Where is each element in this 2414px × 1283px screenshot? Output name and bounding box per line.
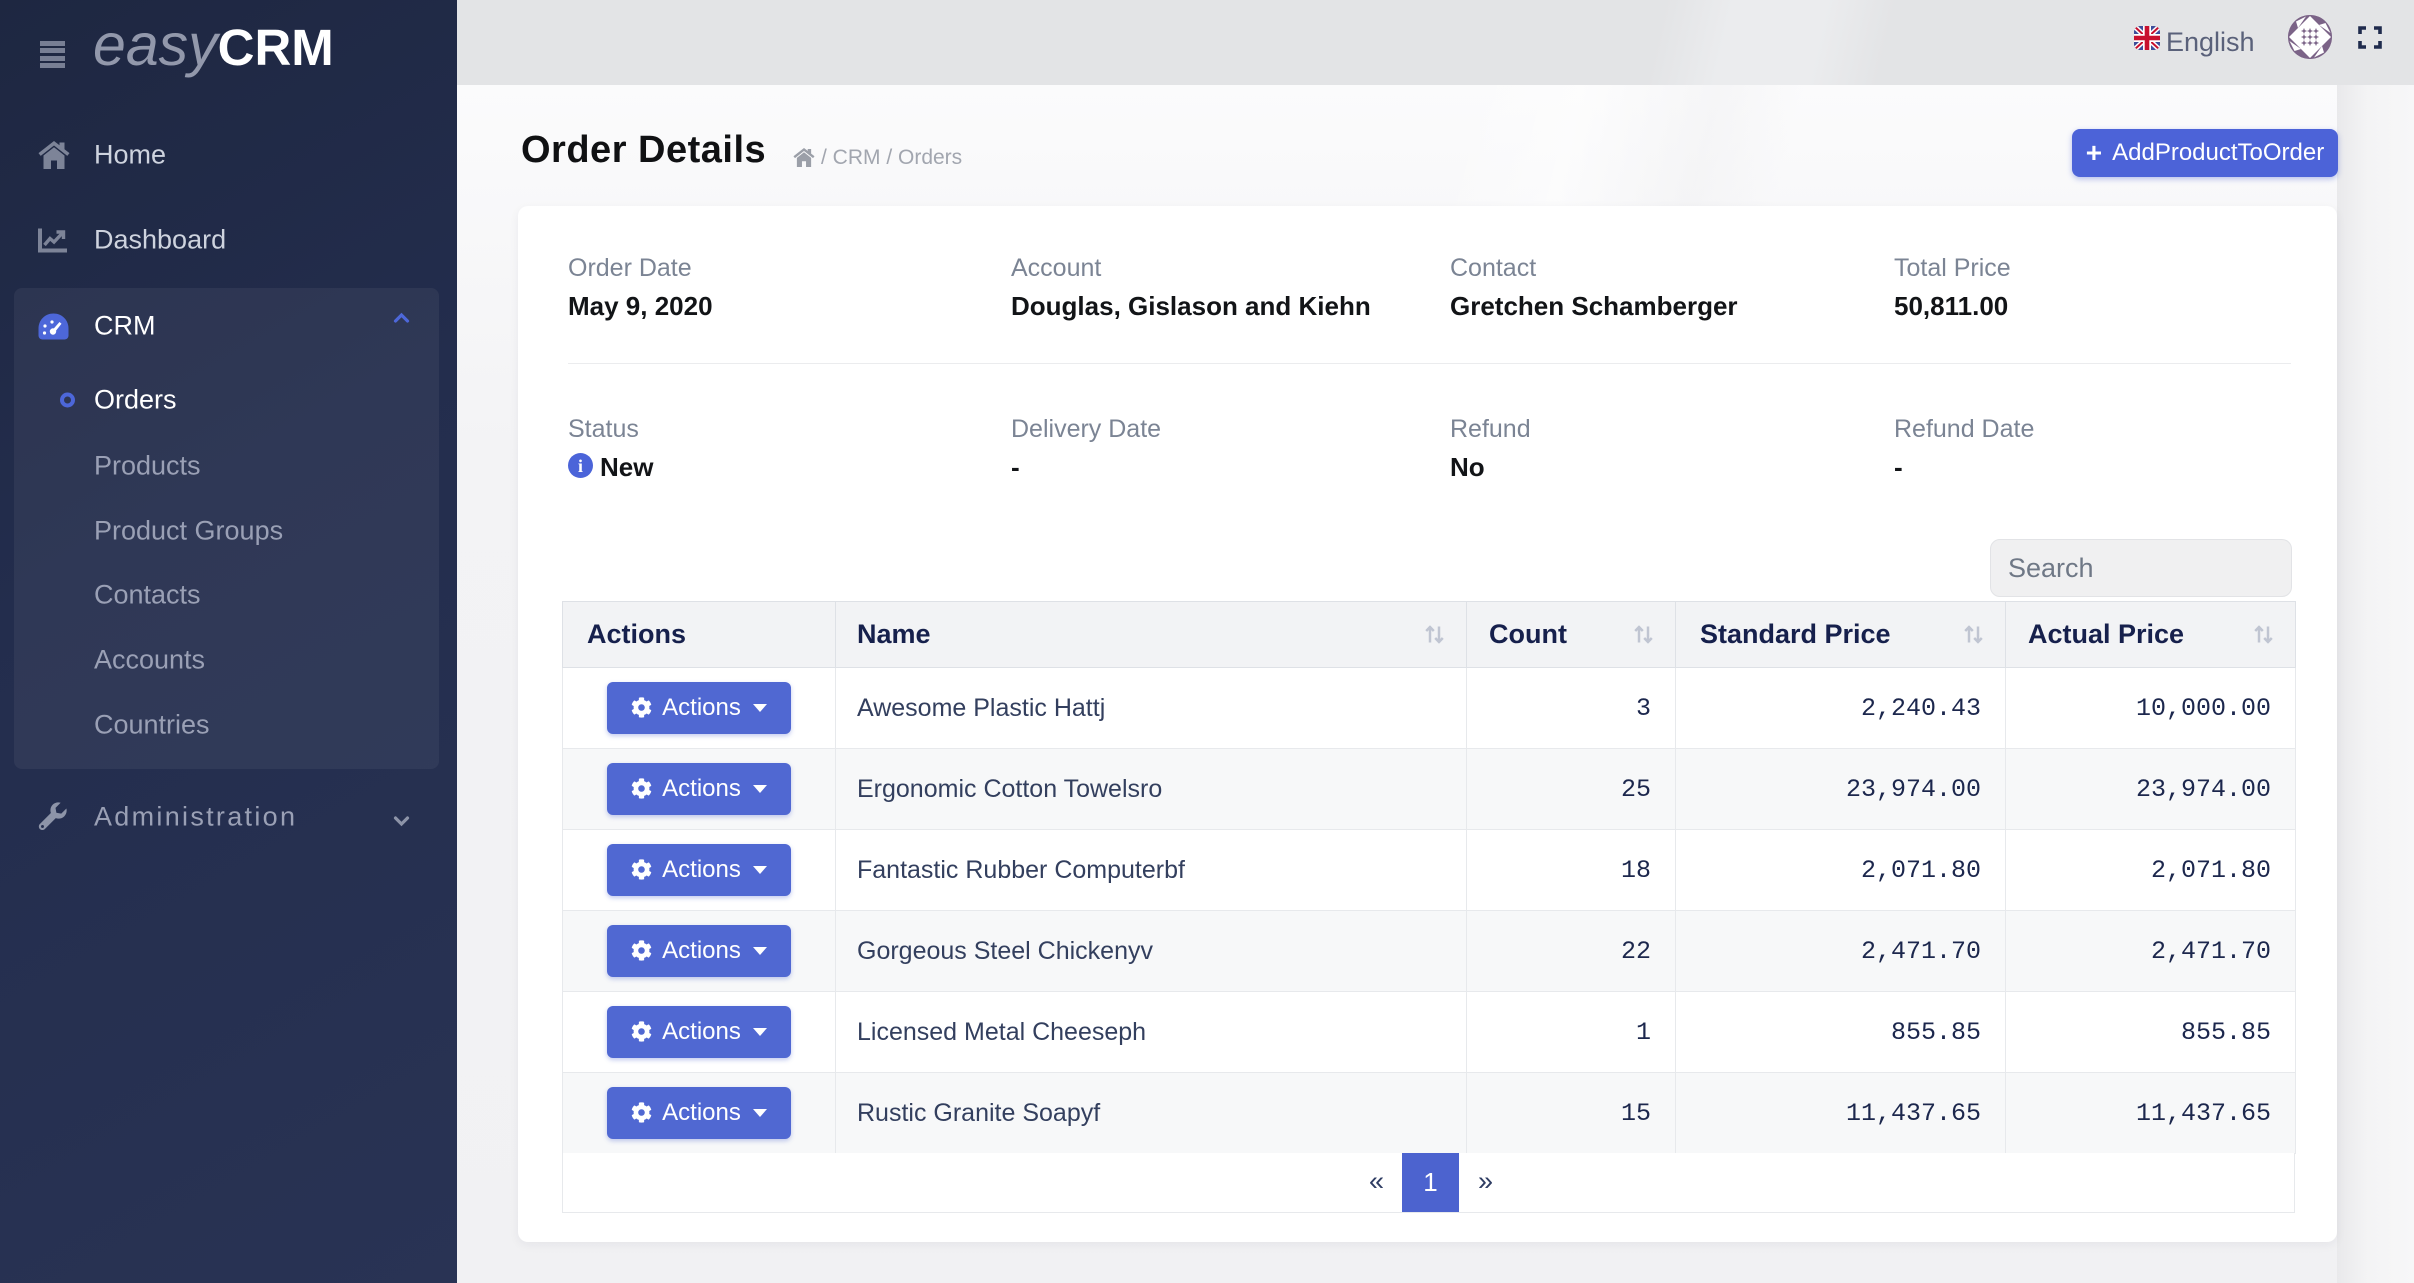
svg-text:i: i: [578, 456, 583, 476]
